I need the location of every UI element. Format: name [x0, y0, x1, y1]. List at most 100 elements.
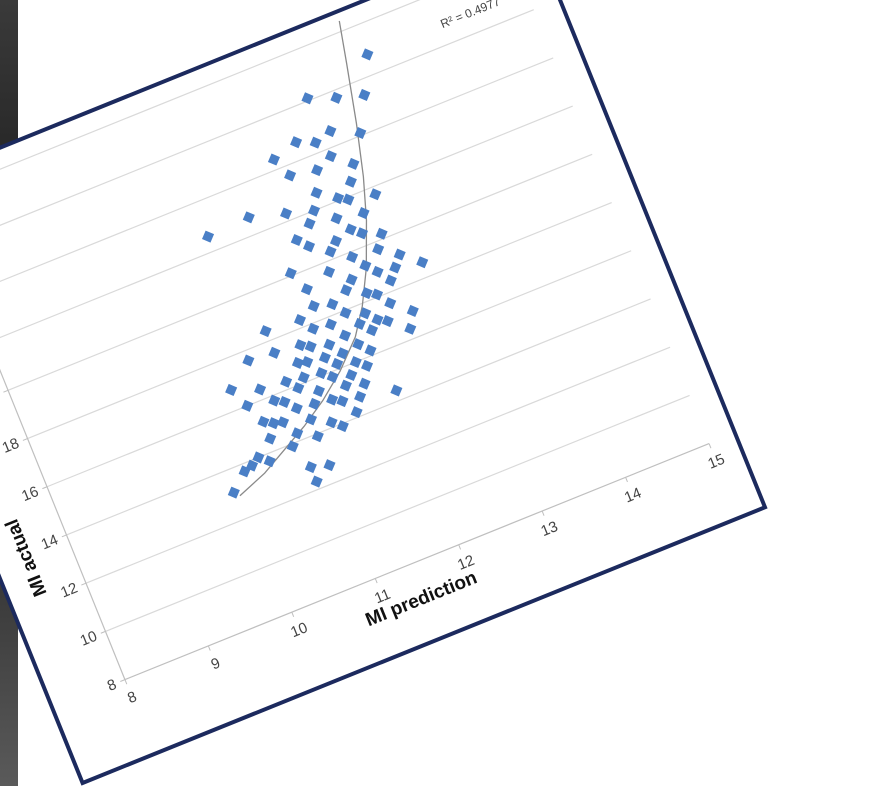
data-point — [284, 169, 297, 182]
x-tick-mark — [708, 443, 712, 449]
data-point — [291, 427, 304, 440]
x-axis-line — [124, 443, 710, 681]
y-tick-mark — [61, 534, 67, 538]
x-tick-label: 15 — [705, 451, 727, 473]
data-point — [381, 315, 394, 328]
data-point — [390, 384, 403, 397]
x-tick-mark — [458, 544, 462, 550]
data-point — [307, 204, 321, 217]
data-point — [301, 92, 314, 105]
data-point — [263, 455, 276, 468]
y-tick-label: 14 — [39, 531, 61, 553]
data-point — [293, 314, 307, 327]
data-point — [375, 227, 388, 240]
x-tick-label: 12 — [455, 552, 477, 574]
data-point — [280, 375, 293, 388]
x-tick-mark — [124, 679, 128, 685]
x-tick-mark — [374, 578, 378, 584]
y-tick-label: 10 — [78, 628, 100, 650]
data-point — [307, 322, 320, 335]
x-tick-mark — [207, 645, 211, 651]
data-point — [290, 402, 303, 415]
data-point — [330, 212, 343, 225]
data-point — [354, 126, 367, 140]
data-point — [336, 395, 349, 408]
data-point — [349, 355, 362, 369]
gridline — [85, 346, 671, 584]
data-point — [340, 284, 353, 297]
data-point — [345, 273, 358, 286]
data-point — [339, 329, 352, 342]
data-point — [326, 298, 339, 311]
x-tick-label: 13 — [539, 518, 561, 540]
data-point — [225, 383, 238, 396]
data-point — [358, 377, 371, 390]
data-point — [242, 211, 255, 224]
data-point — [358, 88, 371, 101]
data-point — [331, 357, 344, 370]
gridline — [0, 9, 534, 247]
x-tick-mark — [291, 611, 295, 617]
data-point — [323, 265, 336, 278]
data-point — [369, 188, 382, 201]
data-point — [312, 384, 325, 397]
data-point — [336, 420, 349, 433]
data-point — [277, 416, 290, 429]
data-point — [344, 175, 357, 188]
gridline — [0, 0, 515, 199]
x-tick-label: 10 — [288, 619, 310, 641]
data-point — [371, 265, 384, 278]
data-point — [384, 274, 397, 287]
data-point — [292, 381, 305, 395]
data-point — [416, 256, 429, 269]
data-point — [318, 351, 331, 364]
data-point — [315, 367, 328, 380]
data-point — [310, 186, 323, 199]
data-point — [268, 346, 281, 359]
data-point — [267, 417, 280, 430]
gridline — [7, 153, 593, 391]
data-point — [300, 283, 313, 296]
data-point — [252, 451, 265, 464]
data-point — [310, 475, 323, 488]
gridline — [0, 57, 554, 295]
data-point — [297, 371, 310, 384]
data-point — [257, 415, 270, 428]
data-point — [346, 250, 359, 263]
data-point — [308, 397, 321, 410]
data-point — [339, 379, 352, 392]
data-point — [302, 240, 316, 253]
data-point — [325, 416, 338, 429]
data-point — [406, 304, 419, 317]
y-tick-label: 12 — [58, 580, 80, 602]
data-point — [245, 459, 259, 472]
data-point — [304, 413, 318, 426]
gridline — [0, 105, 573, 343]
data-point — [371, 313, 384, 326]
data-point — [360, 287, 373, 300]
data-point — [324, 150, 337, 163]
data-point — [326, 370, 339, 383]
data-point — [267, 153, 280, 166]
data-point — [309, 136, 322, 149]
chart-card: 89101112131415810121416182022242628 MI p… — [0, 0, 768, 786]
data-point — [304, 461, 317, 474]
data-point — [290, 136, 303, 149]
data-point — [241, 399, 254, 412]
chart-frame — [0, 0, 768, 786]
data-point — [393, 248, 406, 261]
data-point — [354, 390, 367, 403]
data-points — [202, 48, 429, 499]
data-point — [280, 207, 293, 220]
data-point — [326, 393, 339, 406]
x-tick-mark — [541, 510, 545, 516]
data-point — [350, 406, 363, 419]
data-point — [264, 432, 277, 445]
gridline — [105, 394, 690, 632]
data-point — [372, 243, 385, 256]
y-tick-mark — [81, 582, 87, 586]
data-point — [352, 338, 365, 351]
data-point — [366, 324, 379, 337]
gridlines — [0, 0, 690, 632]
